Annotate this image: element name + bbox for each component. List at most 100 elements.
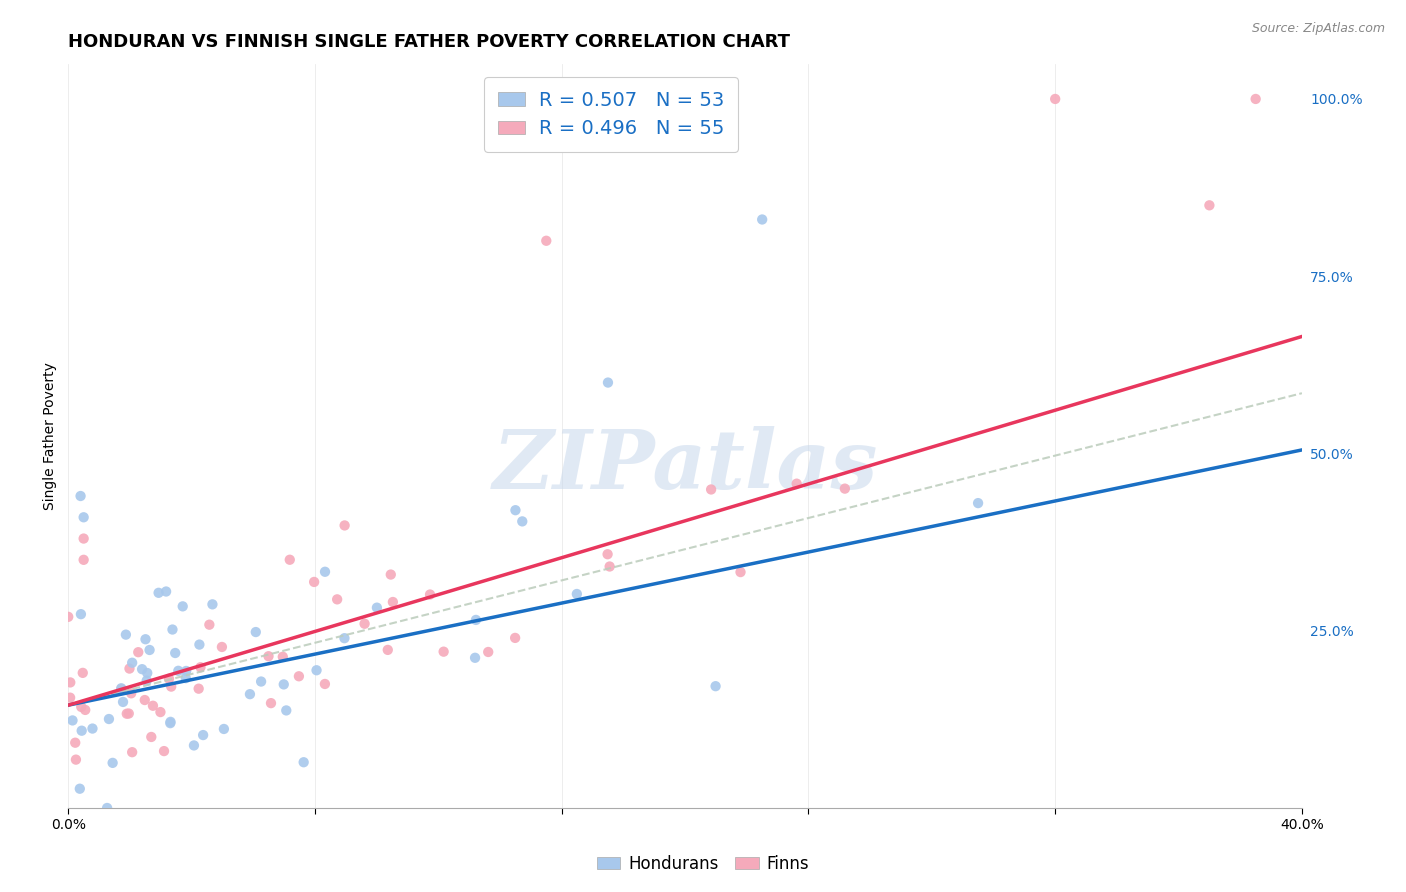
Point [273, 677, 295, 691]
Point [115, 706, 138, 721]
Point [314, 565, 336, 579]
Point [477, 645, 499, 659]
Point [59, 690, 82, 705]
Point [70, 607, 93, 622]
Point [141, 730, 163, 744]
Point [72, 532, 94, 546]
Point [305, 663, 328, 677]
Point [167, 664, 190, 678]
Point [704, 679, 727, 693]
Point [134, 693, 156, 707]
Point [121, 745, 143, 759]
Point [381, 595, 404, 609]
Point [239, 687, 262, 701]
Point [82, 722, 104, 736]
Point [131, 662, 153, 676]
Point [380, 567, 402, 582]
Point [751, 212, 773, 227]
Point [59, 675, 82, 690]
Point [503, 631, 526, 645]
Point [69, 489, 91, 503]
Point [65, 736, 87, 750]
Point [153, 744, 176, 758]
Point [58, 610, 80, 624]
Point [599, 559, 621, 574]
Point [183, 739, 205, 753]
Point [110, 681, 132, 696]
Point [142, 698, 165, 713]
Point [118, 662, 141, 676]
Y-axis label: Single Father Poverty: Single Father Poverty [44, 362, 58, 509]
Legend: Hondurans, Finns: Hondurans, Finns [591, 848, 815, 880]
Point [333, 518, 356, 533]
Point [730, 565, 752, 579]
Point [190, 660, 212, 674]
Point [201, 598, 224, 612]
Point [967, 496, 990, 510]
Point [366, 600, 388, 615]
Point [136, 665, 159, 680]
Point [276, 703, 298, 717]
Point [278, 553, 301, 567]
Point [292, 756, 315, 770]
Point [565, 587, 588, 601]
Point [155, 584, 177, 599]
Point [65, 753, 87, 767]
Point [96, 801, 118, 815]
Point [112, 695, 135, 709]
Point [302, 574, 325, 589]
Point [510, 515, 533, 529]
Point [245, 625, 267, 640]
Point [162, 623, 184, 637]
Point [174, 664, 197, 678]
Point [271, 649, 294, 664]
Point [465, 613, 488, 627]
Point [419, 588, 441, 602]
Point [69, 781, 91, 796]
Point [157, 672, 180, 686]
Point [127, 645, 149, 659]
Point [786, 476, 808, 491]
Point [159, 714, 181, 729]
Point [101, 756, 124, 770]
Point [148, 586, 170, 600]
Point [72, 553, 94, 567]
Point [174, 671, 197, 685]
Point [160, 680, 183, 694]
Point [135, 673, 157, 688]
Point [70, 723, 93, 738]
Point [314, 677, 336, 691]
Point [172, 599, 194, 614]
Point [198, 617, 221, 632]
Legend: R = 0.507   N = 53, R = 0.496   N = 55: R = 0.507 N = 53, R = 0.496 N = 55 [484, 77, 738, 152]
Point [700, 483, 723, 497]
Point [159, 716, 181, 731]
Point [377, 643, 399, 657]
Point [260, 696, 283, 710]
Point [70, 700, 93, 714]
Point [212, 722, 235, 736]
Point [75, 703, 97, 717]
Point [505, 503, 527, 517]
Point [596, 547, 619, 561]
Point [138, 643, 160, 657]
Point [288, 669, 311, 683]
Point [72, 510, 94, 524]
Point [149, 705, 172, 719]
Point [187, 681, 209, 696]
Point [165, 646, 187, 660]
Point [1043, 92, 1066, 106]
Point [250, 674, 273, 689]
Point [120, 686, 142, 700]
Point [596, 376, 619, 390]
Point [834, 482, 856, 496]
Point [257, 649, 280, 664]
Point [353, 616, 375, 631]
Point [433, 645, 456, 659]
Point [1244, 92, 1267, 106]
Text: HONDURAN VS FINNISH SINGLE FATHER POVERTY CORRELATION CHART: HONDURAN VS FINNISH SINGLE FATHER POVERT… [69, 33, 790, 51]
Point [121, 656, 143, 670]
Point [1198, 198, 1220, 212]
Point [188, 638, 211, 652]
Point [118, 706, 141, 721]
